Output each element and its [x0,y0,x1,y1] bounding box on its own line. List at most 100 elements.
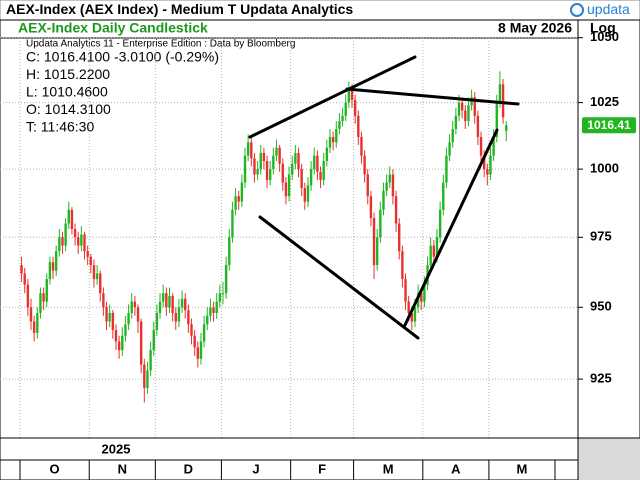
candle-body [394,196,398,224]
candle-body [429,245,432,266]
candle-body [316,155,319,172]
candle-body [432,245,436,257]
candle-body [202,324,206,342]
candle-body [331,136,335,143]
candle-body [105,307,108,322]
candle-body [158,301,162,313]
candle-body [438,209,442,238]
candle-body [127,312,130,325]
candle-body [495,102,498,137]
candle-body [20,265,23,274]
candle-body [382,190,385,210]
candle-body [48,262,52,280]
info-line: T: 11:46:30 [26,119,94,135]
candle-body [454,115,458,130]
candle-body [379,209,382,238]
candle-body [187,310,190,325]
candle-body [32,321,36,333]
candle-body [174,312,177,322]
candle-body [165,293,168,308]
candle-body [23,273,26,285]
candle-body [218,293,222,302]
candle-body [231,209,234,238]
candle-body [278,147,281,164]
date-label: 8 May 2026 [498,20,572,36]
info-line: H: 1015.2200 [26,66,110,82]
candle-body [54,251,58,271]
candle-body [130,301,133,313]
candle-body [243,155,247,183]
candle-body [45,279,48,302]
candle-body [375,237,379,266]
candle-body [413,307,417,322]
info-panel: C: 1016.4100 -3.0100 (-0.29%)H: 1015.220… [26,49,219,135]
candle-body [180,298,184,308]
candle-body [86,251,89,257]
x-tick-label: J [252,461,259,476]
candle-body [268,169,272,180]
candle-body [407,301,410,313]
candle-body [102,293,105,308]
y-tick-label: 975 [590,229,612,244]
candle-body [473,97,476,116]
candle-body [256,169,259,175]
x-tick-label: M [383,461,394,476]
candle-body [190,324,193,336]
last-price-box [582,117,636,134]
candle-body [99,273,102,294]
candle-body [319,171,322,180]
candle-body [111,312,115,331]
y-tick-label: 925 [590,371,612,386]
candle-body [325,147,329,162]
x-tick-label: A [451,461,461,476]
candle-body [335,129,338,143]
candle-body [479,136,483,156]
candle-body [70,209,74,230]
candle-body [306,185,310,202]
candle-body [114,330,118,342]
candle-body [341,115,344,122]
candle-body [221,293,225,295]
candle-body [275,147,278,156]
candle-body [253,158,256,175]
y-tick-label: 1000 [590,161,619,176]
candle-body [457,102,461,116]
trendline [248,55,417,139]
candle-body [489,155,492,175]
candle-body [476,115,480,137]
candle-body [287,174,291,197]
candle-body [486,169,489,175]
candle-body [237,196,240,202]
candle-body [448,142,451,156]
candle-body [61,237,64,246]
candle-body [77,237,80,246]
candle-body [73,229,77,238]
candle-body [246,142,250,156]
candle-body [67,209,70,224]
candle-body [363,155,366,175]
candle-body [42,293,45,302]
candle-body [322,161,325,180]
candle-body [209,307,212,316]
candle-body [58,237,61,252]
candle-body [193,335,196,348]
candle-body [313,155,316,170]
trendlines [248,55,520,340]
x-tick-label: N [118,461,127,476]
candle-body [398,223,401,252]
candle-body [262,152,266,162]
trendline [345,87,520,106]
trendline [403,128,499,327]
y-axis-label: Log [590,20,616,36]
candle-body [369,196,373,219]
candle-body [464,110,467,122]
candle-body [451,129,454,143]
info-line: L: 1010.4600 [26,84,108,100]
candle-body [357,115,360,137]
candle-body [161,293,165,302]
candle-body [445,155,448,183]
candle-body [300,169,303,189]
source-note: Updata Analytics 11 - Enterprise Edition… [26,39,295,50]
